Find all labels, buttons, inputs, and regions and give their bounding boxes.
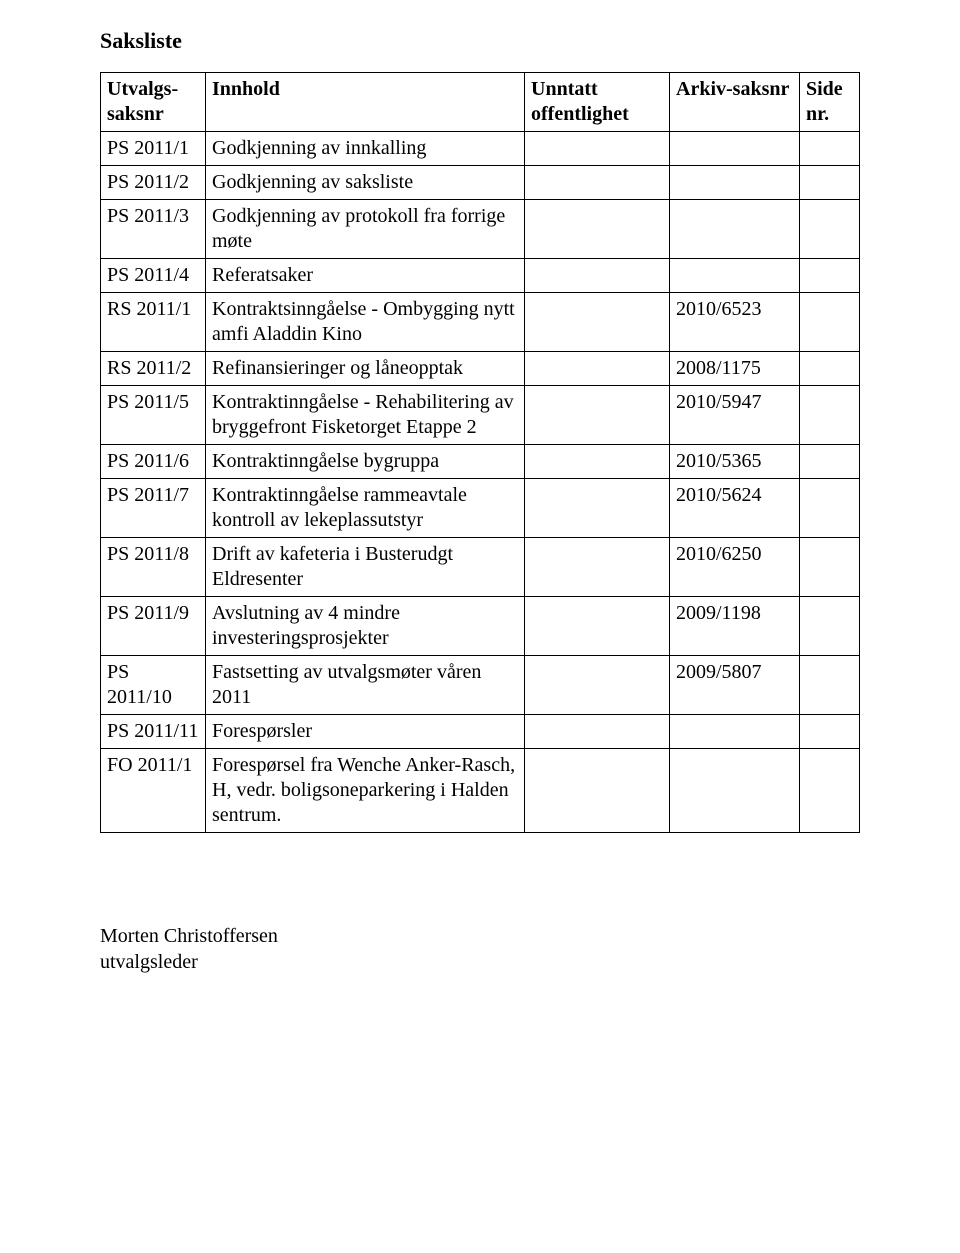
table-row: PS 2011/10 Fastsetting av utvalgsmøter v… — [101, 656, 860, 715]
cell-innhold: Kontraktinngåelse rammeavtale kontroll a… — [206, 479, 525, 538]
cell-side — [800, 200, 860, 259]
cell-saksnr: FO 2011/1 — [101, 749, 206, 833]
cell-arkiv — [670, 715, 800, 749]
cell-innhold: Godkjenning av protokoll fra forrige møt… — [206, 200, 525, 259]
cell-unntatt — [525, 597, 670, 656]
cell-unntatt — [525, 259, 670, 293]
cell-unntatt — [525, 293, 670, 352]
table-row: PS 2011/8 Drift av kafeteria i Busterudg… — [101, 538, 860, 597]
cell-arkiv — [670, 166, 800, 200]
cell-innhold: Drift av kafeteria i Busterudgt Eldresen… — [206, 538, 525, 597]
saksliste-table: Utvalgs-saksnr Innhold Unntatt offentlig… — [100, 72, 860, 833]
cell-saksnr: PS 2011/1 — [101, 132, 206, 166]
cell-innhold: Godkjenning av innkalling — [206, 132, 525, 166]
cell-arkiv — [670, 132, 800, 166]
cell-side — [800, 656, 860, 715]
cell-unntatt — [525, 386, 670, 445]
cell-unntatt — [525, 749, 670, 833]
table-row: PS 2011/9 Avslutning av 4 mindre investe… — [101, 597, 860, 656]
cell-arkiv: 2010/6250 — [670, 538, 800, 597]
cell-arkiv: 2010/5624 — [670, 479, 800, 538]
cell-unntatt — [525, 656, 670, 715]
cell-side — [800, 259, 860, 293]
cell-unntatt — [525, 538, 670, 597]
signature-role: utvalgsleder — [100, 949, 860, 975]
col-header-unntatt: Unntatt offentlighet — [525, 73, 670, 132]
cell-arkiv: 2008/1175 — [670, 352, 800, 386]
cell-innhold: Refinansieringer og låneopptak — [206, 352, 525, 386]
cell-side — [800, 445, 860, 479]
table-row: PS 2011/5 Kontraktinngåelse - Rehabilite… — [101, 386, 860, 445]
cell-saksnr: PS 2011/5 — [101, 386, 206, 445]
cell-innhold: Fastsetting av utvalgsmøter våren 2011 — [206, 656, 525, 715]
cell-unntatt — [525, 132, 670, 166]
cell-innhold: Godkjenning av saksliste — [206, 166, 525, 200]
cell-innhold: Kontraktinngåelse - Rehabilitering av br… — [206, 386, 525, 445]
cell-side — [800, 166, 860, 200]
cell-arkiv: 2010/5365 — [670, 445, 800, 479]
cell-saksnr: PS 2011/10 — [101, 656, 206, 715]
cell-side — [800, 293, 860, 352]
cell-innhold: Forespørsel fra Wenche Anker-Rasch, H, v… — [206, 749, 525, 833]
page: Saksliste Utvalgs-saksnr Innhold Unntatt… — [0, 0, 960, 1253]
cell-arkiv: 2009/5807 — [670, 656, 800, 715]
cell-side — [800, 749, 860, 833]
cell-saksnr: PS 2011/7 — [101, 479, 206, 538]
col-header-arkiv: Arkiv-saksnr — [670, 73, 800, 132]
cell-unntatt — [525, 352, 670, 386]
signature-block: Morten Christoffersen utvalgsleder — [100, 923, 860, 975]
cell-saksnr: PS 2011/3 — [101, 200, 206, 259]
cell-side — [800, 597, 860, 656]
signature-name: Morten Christoffersen — [100, 923, 860, 949]
cell-arkiv — [670, 749, 800, 833]
cell-saksnr: RS 2011/1 — [101, 293, 206, 352]
cell-side — [800, 479, 860, 538]
cell-saksnr: RS 2011/2 — [101, 352, 206, 386]
cell-innhold: Avslutning av 4 mindre investeringsprosj… — [206, 597, 525, 656]
table-row: PS 2011/7 Kontraktinngåelse rammeavtale … — [101, 479, 860, 538]
table-row: PS 2011/3 Godkjenning av protokoll fra f… — [101, 200, 860, 259]
cell-saksnr: PS 2011/11 — [101, 715, 206, 749]
cell-unntatt — [525, 445, 670, 479]
cell-side — [800, 352, 860, 386]
col-header-side: Side nr. — [800, 73, 860, 132]
table-header-row: Utvalgs-saksnr Innhold Unntatt offentlig… — [101, 73, 860, 132]
cell-saksnr: PS 2011/9 — [101, 597, 206, 656]
table-row: FO 2011/1 Forespørsel fra Wenche Anker-R… — [101, 749, 860, 833]
cell-saksnr: PS 2011/8 — [101, 538, 206, 597]
cell-side — [800, 132, 860, 166]
cell-arkiv: 2010/5947 — [670, 386, 800, 445]
table-row: PS 2011/11 Forespørsler — [101, 715, 860, 749]
cell-unntatt — [525, 715, 670, 749]
table-row: PS 2011/2 Godkjenning av saksliste — [101, 166, 860, 200]
cell-unntatt — [525, 479, 670, 538]
table-row: PS 2011/4 Referatsaker — [101, 259, 860, 293]
cell-unntatt — [525, 200, 670, 259]
cell-unntatt — [525, 166, 670, 200]
cell-saksnr: PS 2011/4 — [101, 259, 206, 293]
cell-arkiv — [670, 259, 800, 293]
document-title: Saksliste — [100, 28, 860, 54]
table-row: RS 2011/1 Kontraktsinngåelse - Ombygging… — [101, 293, 860, 352]
cell-innhold: Kontraktinngåelse bygruppa — [206, 445, 525, 479]
cell-arkiv: 2009/1198 — [670, 597, 800, 656]
cell-innhold: Forespørsler — [206, 715, 525, 749]
cell-side — [800, 715, 860, 749]
table-row: PS 2011/1 Godkjenning av innkalling — [101, 132, 860, 166]
cell-side — [800, 538, 860, 597]
cell-arkiv — [670, 200, 800, 259]
cell-innhold: Referatsaker — [206, 259, 525, 293]
cell-saksnr: PS 2011/6 — [101, 445, 206, 479]
table-row: RS 2011/2 Refinansieringer og låneopptak… — [101, 352, 860, 386]
cell-arkiv: 2010/6523 — [670, 293, 800, 352]
table-row: PS 2011/6 Kontraktinngåelse bygruppa 201… — [101, 445, 860, 479]
cell-innhold: Kontraktsinngåelse - Ombygging nytt amfi… — [206, 293, 525, 352]
col-header-innhold: Innhold — [206, 73, 525, 132]
cell-saksnr: PS 2011/2 — [101, 166, 206, 200]
cell-side — [800, 386, 860, 445]
col-header-saksnr: Utvalgs-saksnr — [101, 73, 206, 132]
